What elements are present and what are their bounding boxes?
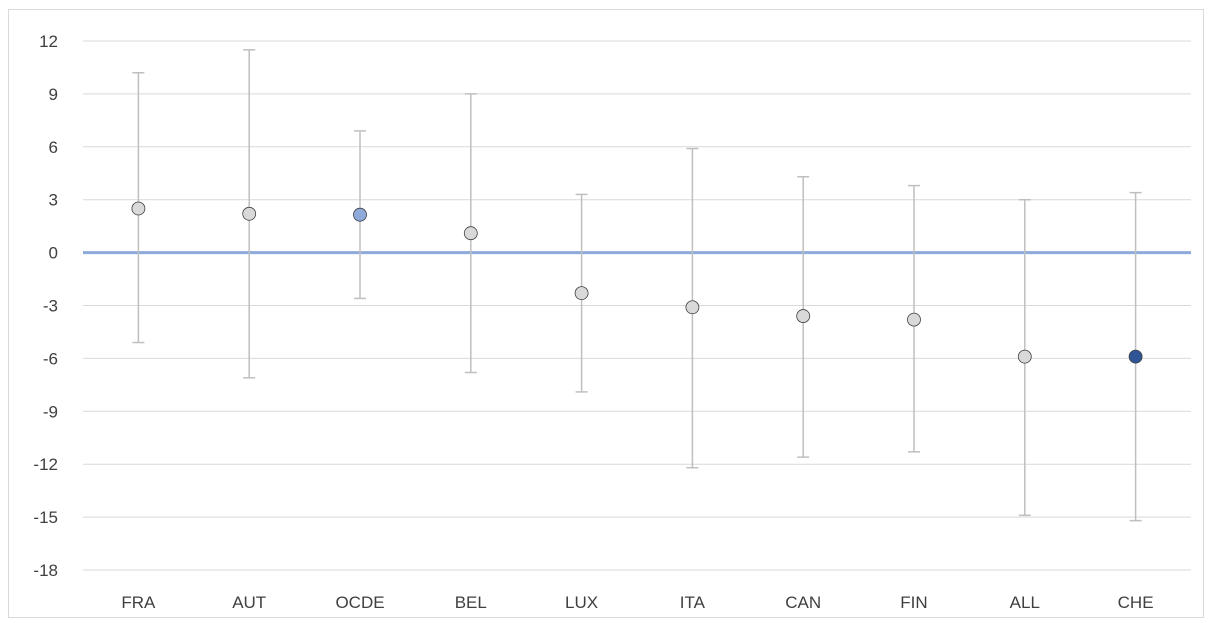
data-point: [1017, 349, 1032, 364]
x-category-label: CHE: [1118, 593, 1154, 612]
data-point: [242, 206, 257, 221]
y-tick-label: 6: [49, 138, 58, 157]
data-point: [131, 201, 146, 216]
y-tick-label: -15: [33, 508, 58, 527]
y-tick-label: 0: [49, 244, 58, 263]
data-point: [574, 286, 589, 301]
data-points: [131, 201, 1143, 364]
y-tick-label: 9: [49, 85, 58, 104]
y-tick-label: -6: [43, 349, 58, 368]
x-category-label: OCDE: [335, 593, 384, 612]
y-tick-label: -3: [43, 297, 58, 316]
data-point: [685, 300, 700, 315]
x-category-label: LUX: [565, 593, 598, 612]
error-bars: [132, 49, 1142, 522]
data-point: [353, 207, 367, 222]
x-category-label: ALL: [1010, 593, 1040, 612]
x-category-label: FIN: [900, 593, 927, 612]
x-category-label: FRA: [121, 593, 156, 612]
x-category-label: ITA: [680, 593, 706, 612]
data-point: [1128, 349, 1143, 364]
y-tick-label: -9: [43, 402, 58, 421]
gridlines: [83, 40, 1191, 571]
y-tick-label: 3: [49, 191, 58, 210]
y-tick-label: 12: [39, 32, 58, 51]
x-category-label: CAN: [785, 593, 821, 612]
data-point: [907, 312, 921, 327]
data-point: [796, 309, 811, 323]
y-tick-label: -12: [33, 455, 58, 474]
y-axis-tick-labels: 12 9 6 3 0 -3 -6 -9 -12 -15 -18: [33, 32, 58, 580]
chart-frame: [8, 9, 1204, 618]
y-tick-label: -18: [33, 561, 58, 580]
x-axis-category-labels: FRA AUT OCDE BEL LUX ITA CAN FIN ALL CHE: [121, 593, 1153, 612]
x-category-label: AUT: [232, 593, 266, 612]
data-point: [463, 226, 478, 241]
x-category-label: BEL: [455, 593, 487, 612]
